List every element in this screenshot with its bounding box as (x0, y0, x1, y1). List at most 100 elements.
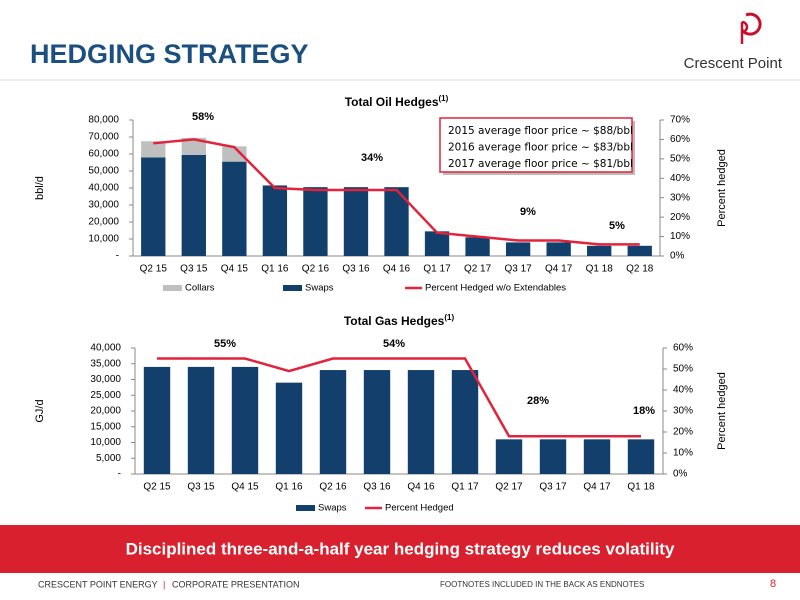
footer-company: CRESCENT POINT ENERGY (38, 579, 158, 589)
slide-title: HEDGING STRATEGY (30, 39, 309, 69)
annotation: 28% (527, 395, 549, 407)
y-tick-label: 50,000 (88, 166, 119, 177)
bar (303, 187, 328, 256)
bar (319, 370, 347, 474)
x-tick-label: Q4 17 (583, 482, 611, 493)
logo: Crescent Point (684, 12, 783, 72)
y2-tick-label: 10% (670, 231, 690, 242)
bar (231, 366, 259, 474)
legend-label: Collars (185, 283, 215, 294)
y-tick-label: 10,000 (90, 437, 121, 448)
chart-title-text: Total Oil Hedges (345, 95, 439, 109)
y-tick-label: 5,000 (96, 453, 121, 464)
note-box-line: 2016 average floor price ~ $83/bbl (448, 142, 633, 154)
x-tick-label: Q2 17 (495, 482, 523, 493)
footer-separator: | (163, 579, 165, 589)
chart-title: Total Oil Hedges(1) (345, 94, 449, 109)
bar (587, 245, 612, 256)
annotation: 9% (520, 206, 536, 218)
x-tick-label: Q1 16 (261, 264, 289, 275)
y-tick-label: 25,000 (90, 390, 121, 401)
bar (627, 245, 652, 256)
y2-tick-label: 30% (673, 406, 693, 417)
y-tick-label: 35,000 (90, 358, 121, 369)
y2-tick-label: 0% (670, 251, 685, 262)
y-tick-label: 20,000 (88, 217, 119, 228)
y-tick-label: 15,000 (90, 421, 121, 432)
line (157, 357, 641, 438)
y2-tick-label: 60% (670, 134, 690, 145)
y-tick-label: 40,000 (88, 183, 119, 194)
x-tick-label: Q3 16 (363, 482, 391, 493)
y-tick-label: 10,000 (88, 234, 119, 245)
bar (141, 141, 166, 158)
y2-tick-label: 30% (670, 192, 690, 203)
y-tick-label: 70,000 (88, 132, 119, 143)
y2-tick-label: 70% (670, 115, 690, 126)
x-tick-label: Q4 17 (545, 264, 573, 275)
y-tick-label: 30,000 (88, 200, 119, 211)
legend-swatch (283, 285, 302, 291)
y-axis-title: bbl/d (34, 176, 46, 200)
bar (546, 242, 571, 256)
bar (262, 185, 288, 256)
bar (465, 237, 490, 256)
y-tick-label: 30,000 (90, 374, 121, 385)
bar (181, 154, 206, 256)
bar (141, 157, 166, 256)
banner-text: Disciplined three-and-a-half year hedgin… (126, 539, 675, 558)
y2-tick-label: 0% (673, 469, 688, 480)
y2-tick-label: 20% (673, 427, 693, 438)
bar (275, 382, 303, 474)
annotation: 58% (192, 111, 214, 123)
bar (451, 370, 479, 474)
y-tick-label: 80,000 (88, 115, 119, 126)
note-box-line: 2015 average floor price ~ $88/bbl (448, 125, 633, 137)
x-tick-label: Q3 15 (180, 264, 208, 275)
x-tick-label: Q4 16 (407, 482, 435, 493)
bar (363, 370, 391, 474)
x-tick-label: Q2 15 (143, 482, 171, 493)
legend-label: Percent Hedged (385, 503, 454, 514)
y-tick-label: 40,000 (90, 343, 121, 354)
bar (187, 366, 215, 474)
y2-axis-title: Percent hedged (716, 372, 728, 450)
x-tick-label: Q1 18 (586, 264, 614, 275)
y2-tick-label: 60% (673, 343, 693, 354)
logo-mark-p (740, 20, 749, 44)
bar (539, 439, 567, 474)
bar (343, 187, 369, 256)
legend-label: Percent Hedged w/o Extendables (425, 283, 566, 294)
chart-title-note: (1) (444, 313, 454, 322)
chart-title: Total Gas Hedges(1) (344, 313, 455, 328)
page-number: 8 (770, 578, 776, 590)
annotation: 5% (609, 220, 625, 232)
y2-tick-label: 40% (670, 173, 690, 184)
line (153, 138, 640, 246)
legend-swatch (163, 285, 182, 291)
x-tick-label: Q2 16 (302, 264, 330, 275)
logo-mark (740, 12, 762, 36)
x-tick-label: Q4 15 (231, 482, 259, 493)
bar (583, 439, 611, 474)
y2-axis-title: Percent hedged (716, 149, 728, 227)
y2-tick-label: 50% (673, 364, 693, 375)
x-tick-label: Q4 15 (221, 264, 249, 275)
x-tick-label: Q2 18 (626, 264, 654, 275)
annotation: 54% (383, 338, 405, 350)
x-tick-label: Q1 17 (451, 482, 479, 493)
x-tick-label: Q3 17 (539, 482, 567, 493)
bar (495, 439, 523, 474)
y-tick-label: - (116, 251, 119, 262)
y-tick-label: 60,000 (88, 149, 119, 160)
annotation: 18% (633, 405, 655, 417)
y2-tick-label: 20% (670, 212, 690, 223)
x-tick-label: Q2 17 (464, 264, 492, 275)
footer-section: CORPORATE PRESENTATION (172, 579, 300, 589)
chart-title-text: Total Gas Hedges (344, 314, 445, 328)
y-axis-title: GJ/d (34, 399, 46, 422)
y2-tick-label: 10% (673, 448, 693, 459)
bar (222, 146, 247, 162)
